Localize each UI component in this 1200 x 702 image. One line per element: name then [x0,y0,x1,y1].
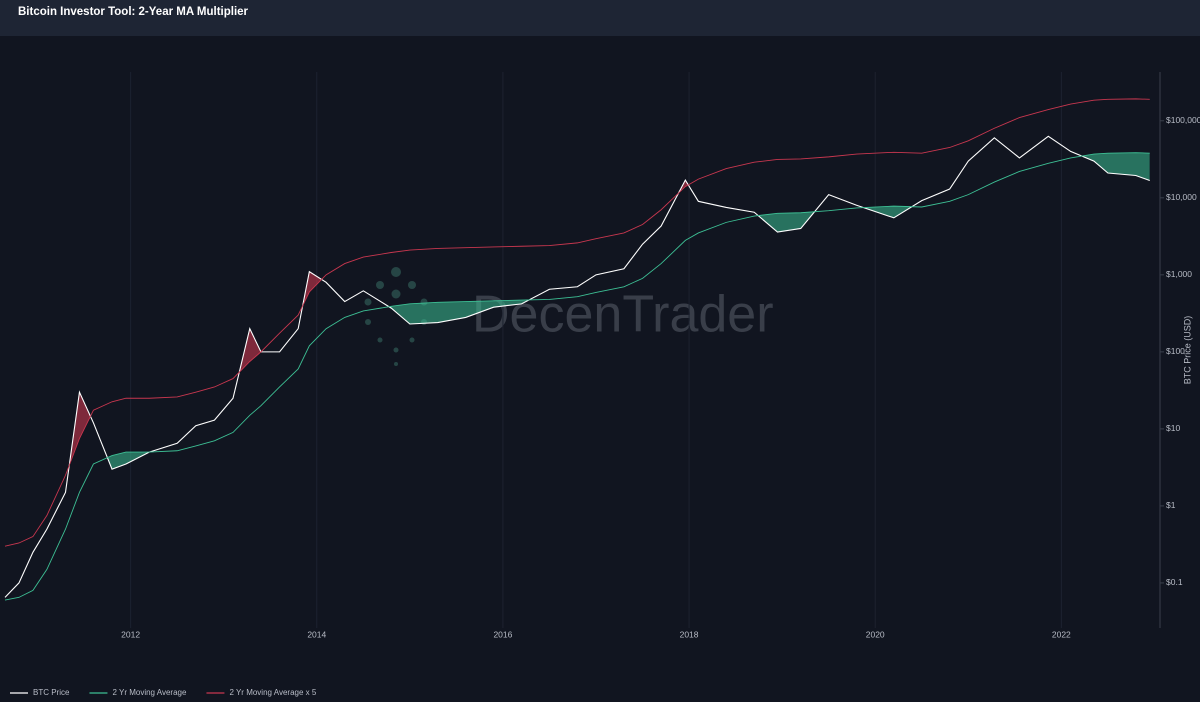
legend-label: 2 Yr Moving Average x 5 [229,688,316,697]
x-tick-label: 2022 [1052,629,1071,639]
y-tick-label: $100 [1166,346,1185,356]
legend-label: BTC Price [33,688,70,697]
x-tick-label: 2018 [680,629,699,639]
y-tick-label: $100,000 [1166,115,1200,125]
y-axis-label: BTC Price (USD) [1182,316,1192,385]
series-line [4,135,1150,598]
series-line [4,98,1150,547]
series-line [4,152,1150,601]
x-tick-label: 2016 [493,629,512,639]
header-bar [0,0,1200,36]
y-tick-label: $1 [1166,500,1176,510]
y-tick-label: $1,000 [1166,269,1192,279]
legend-label: 2 Yr Moving Average [112,688,187,697]
y-tick-label: $0.1 [1166,577,1183,587]
watermark: DecenTrader [472,286,774,344]
x-tick-label: 2020 [866,629,885,639]
y-tick-label: $10,000 [1166,192,1197,202]
x-tick-label: 2012 [121,629,140,639]
x-tick-label: 2014 [307,629,326,639]
chart-title: Bitcoin Investor Tool: 2-Year MA Multipl… [18,6,249,18]
y-tick-label: $10 [1166,423,1180,433]
